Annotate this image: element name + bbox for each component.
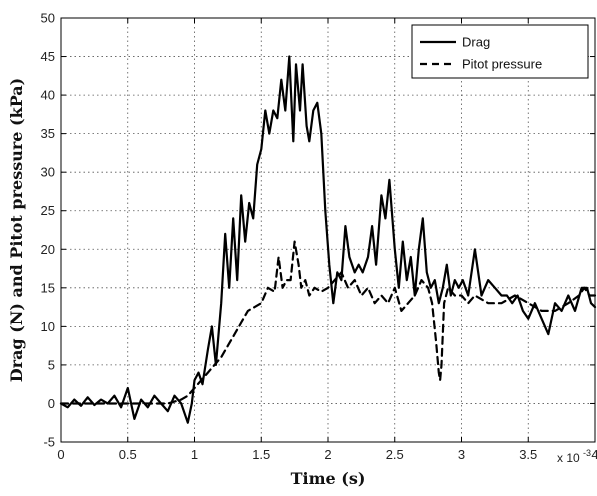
legend-label-pitot-pressure: Pitot pressure bbox=[462, 57, 542, 72]
x-tick-label: 1.5 bbox=[252, 447, 270, 462]
y-tick-label: 45 bbox=[41, 49, 55, 64]
x-tick-label: 3 bbox=[458, 447, 465, 462]
y-tick-label: 35 bbox=[41, 126, 55, 141]
legend-box bbox=[411, 24, 589, 79]
x-axis-title: Time (s) bbox=[291, 469, 366, 488]
y-tick-label: 15 bbox=[41, 280, 55, 295]
y-tick-label: 50 bbox=[41, 11, 55, 26]
x-tick-label: 2.5 bbox=[386, 447, 404, 462]
x-tick-label: 2 bbox=[324, 447, 331, 462]
series-line-drag bbox=[59, 55, 597, 424]
x-multiplier-base: x 10 bbox=[557, 451, 580, 465]
x-multiplier-exponent: -3 bbox=[583, 448, 591, 458]
legend-label-drag: Drag bbox=[462, 35, 490, 50]
x-tick-label: 4 bbox=[591, 447, 597, 462]
x-tick-label: 0 bbox=[57, 447, 64, 462]
y-tick-label: 10 bbox=[41, 319, 55, 334]
y-axis-title: Drag (N) and Pitot pressure (kPa) bbox=[7, 78, 26, 382]
x-tick-label: 0.5 bbox=[119, 447, 137, 462]
y-tick-label: 40 bbox=[41, 88, 55, 103]
series-lines bbox=[59, 55, 597, 424]
y-tick-label: 5 bbox=[48, 357, 55, 372]
legend: Drag Pitot pressure bbox=[411, 24, 589, 79]
y-tick-label: 0 bbox=[48, 396, 55, 411]
x-multiplier-label: x 10 -3 bbox=[557, 448, 591, 465]
x-tick-label: 3.5 bbox=[519, 447, 537, 462]
y-tick-label: 25 bbox=[41, 203, 55, 218]
series-line-pitot-pressure bbox=[59, 240, 597, 405]
x-tick-label: 1 bbox=[191, 447, 198, 462]
y-tick-label: 30 bbox=[41, 165, 55, 180]
y-tick-label: 20 bbox=[41, 242, 55, 257]
y-tick-label: -5 bbox=[43, 435, 55, 450]
